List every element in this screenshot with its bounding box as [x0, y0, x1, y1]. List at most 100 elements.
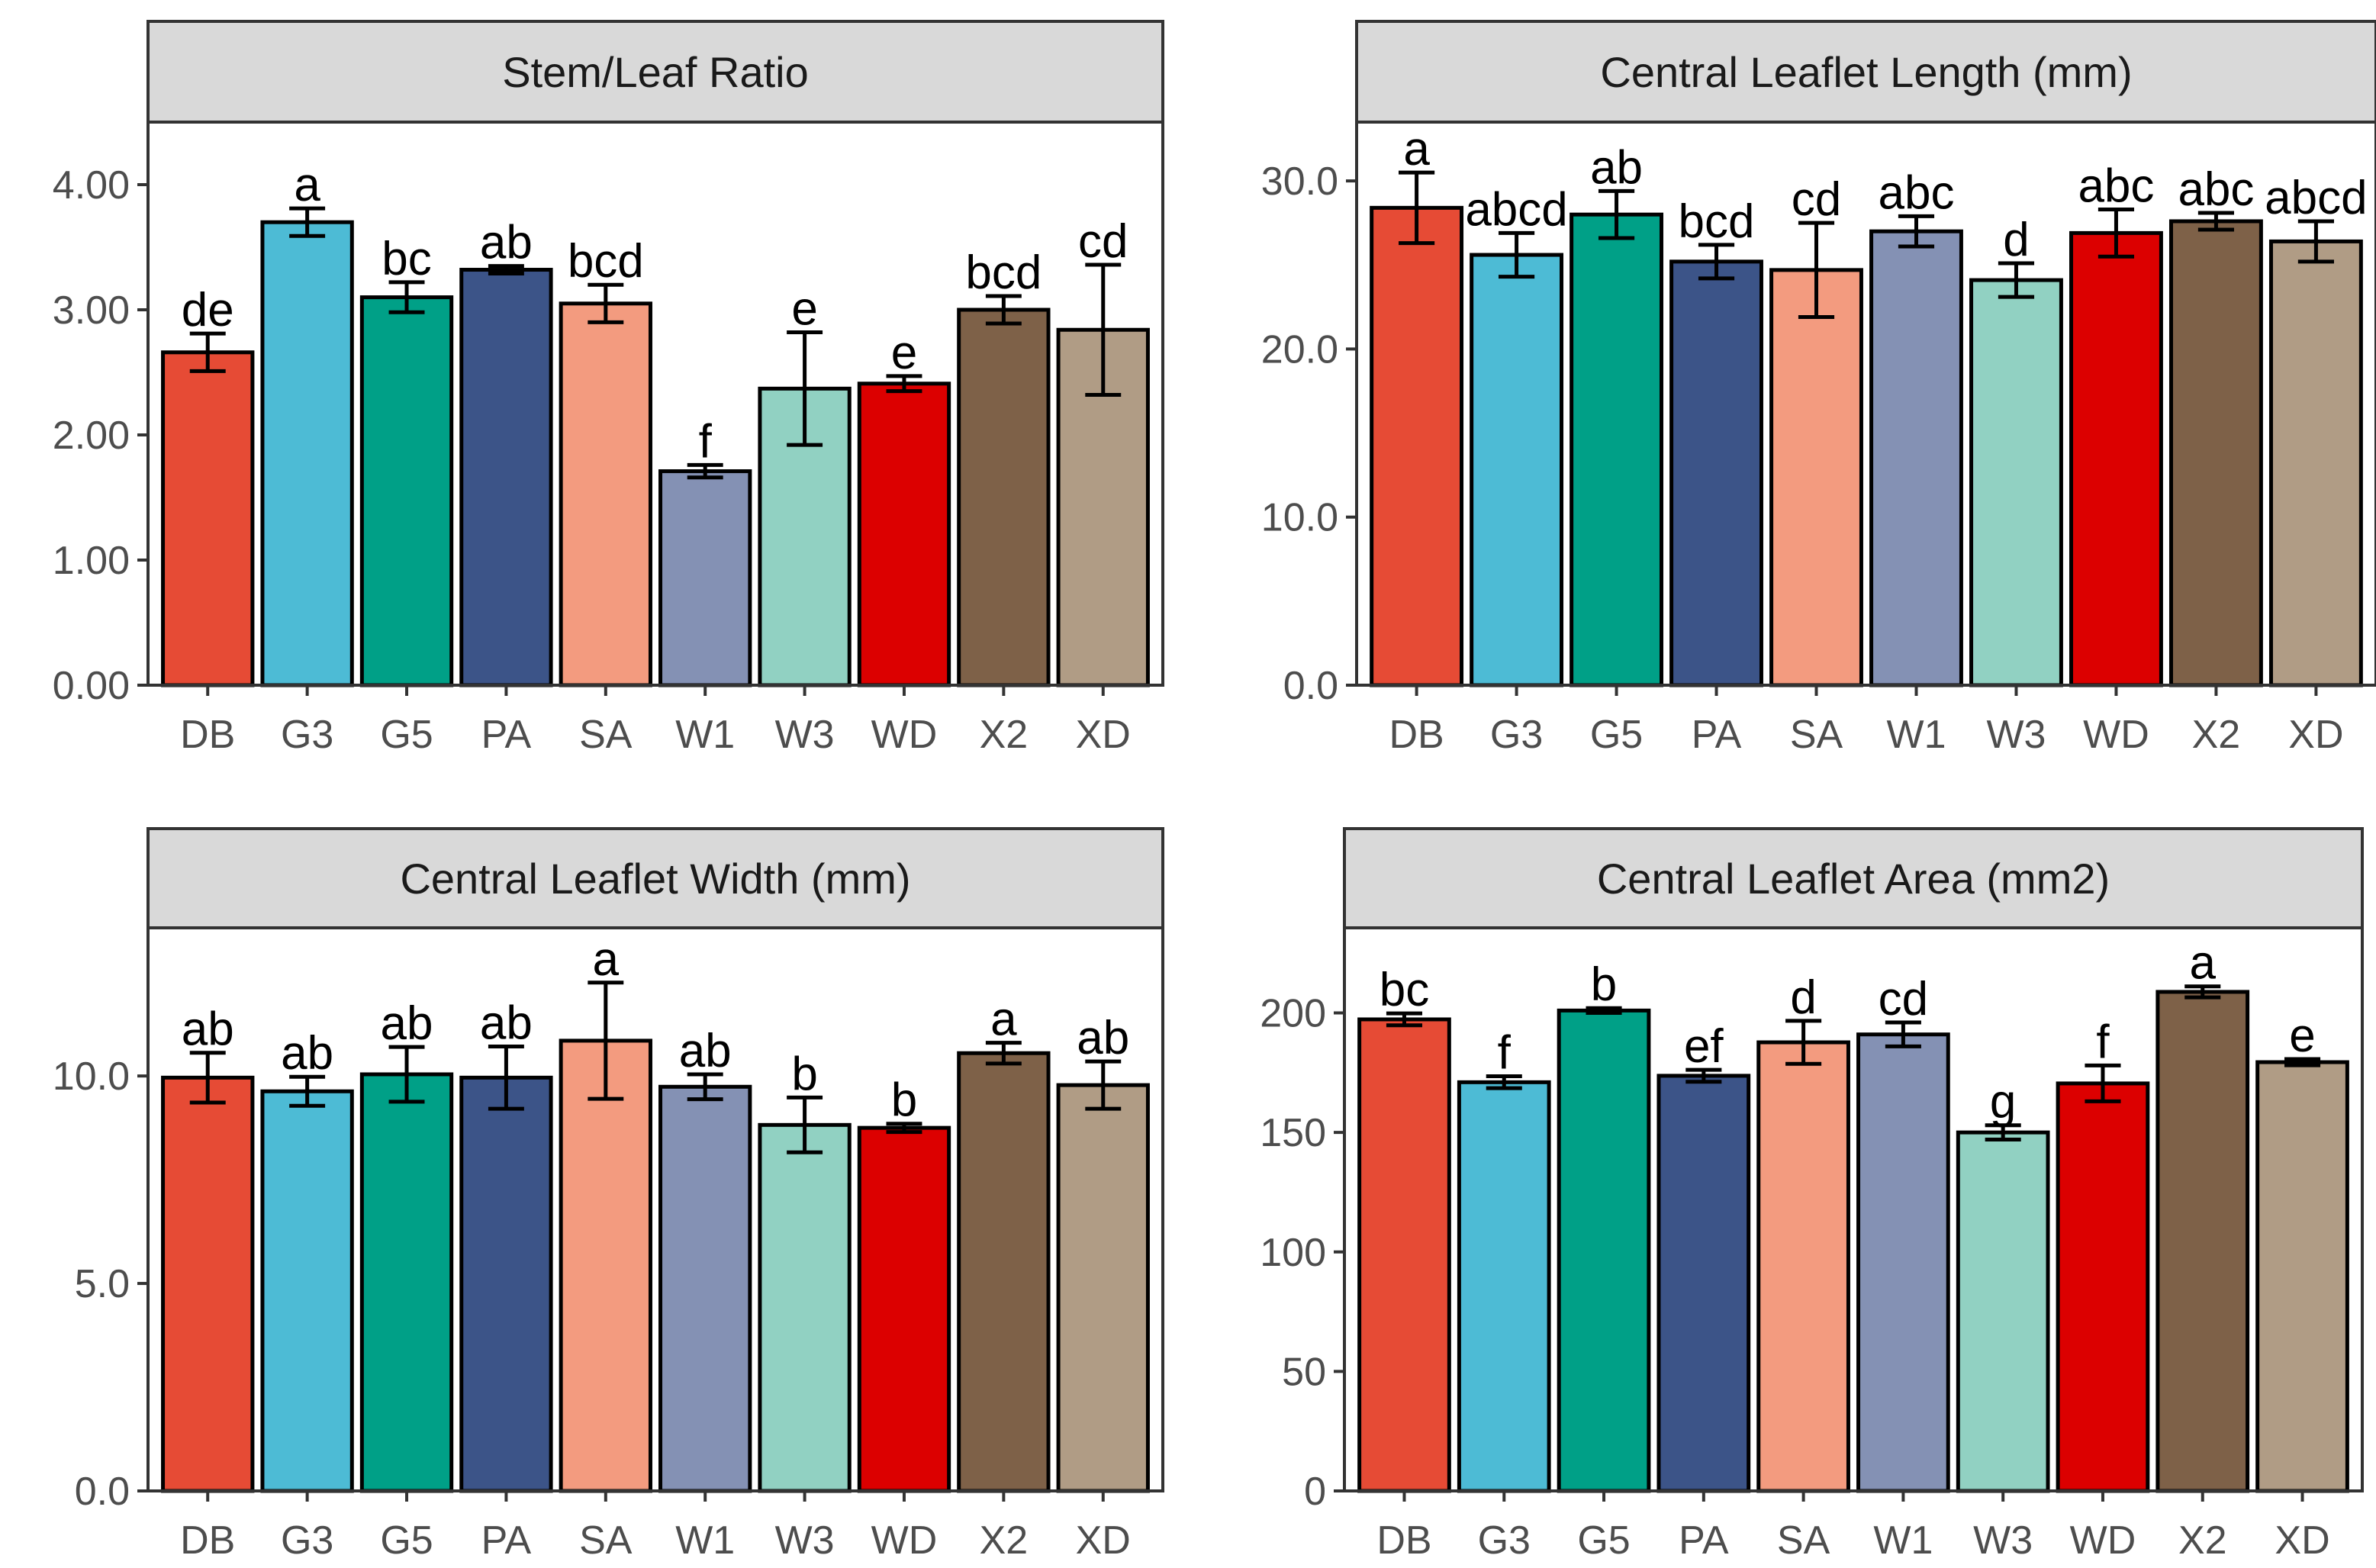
bar-XD: [1056, 1083, 1150, 1493]
error-bar-PA: [488, 1045, 524, 1111]
x-tick-label: W1: [675, 1518, 735, 1563]
error-bar-W1: [687, 462, 723, 480]
x-tick-label: WD: [2083, 713, 2149, 757]
significance-letter: ab: [1077, 1012, 1129, 1064]
error-bar-X2: [985, 294, 1022, 326]
significance-letter: b: [891, 1074, 917, 1127]
bar-G5: [359, 295, 454, 687]
error-bar-G5: [1598, 188, 1635, 240]
x-tick-label: SA: [1790, 713, 1843, 757]
y-tick-label: 200: [1260, 992, 1326, 1036]
x-tick-label: SA: [579, 713, 633, 757]
panel-1: Stem/Leaf Ratio de DB a G3 bc G5 ab PA bcd SA f W1 e W…: [53, 20, 1164, 757]
error-bar-WD: [886, 374, 922, 394]
significance-letter: a: [2190, 937, 2217, 990]
significance-letter: abc: [1879, 166, 1955, 219]
error-bar-WD: [2098, 208, 2135, 259]
x-tick-label: PA: [481, 713, 532, 757]
error-bar-XD: [1085, 262, 1122, 398]
significance-letter: cd: [1879, 973, 1928, 1025]
bar-SA: [1756, 1040, 1850, 1493]
significance-letter: ab: [182, 1003, 234, 1056]
x-tick-label: G5: [380, 713, 433, 757]
bar-XD: [2255, 1060, 2349, 1493]
bar-W1: [658, 469, 752, 687]
x-tick-label: W3: [1973, 1518, 2033, 1563]
significance-letter: d: [1790, 971, 1816, 1024]
x-tick-label: XD: [2275, 1518, 2329, 1563]
bar-XD: [2268, 239, 2363, 687]
bar-PA: [1656, 1074, 1751, 1493]
error-bar-PA: [488, 264, 524, 275]
x-tick-label: XD: [1076, 1518, 1131, 1563]
y-tick-label: 10.0: [1261, 496, 1338, 540]
y-tick-label: 50: [1282, 1350, 1326, 1394]
significance-letter: abc: [2078, 160, 2154, 213]
significance-letter: cd: [1078, 215, 1128, 268]
x-tick-label: X2: [2192, 713, 2241, 757]
significance-letter: abcd: [2265, 172, 2367, 224]
bar-PA: [1669, 259, 1763, 687]
x-tick-label: DB: [1389, 713, 1444, 757]
x-tick-label: G5: [380, 1518, 433, 1563]
x-tick-label: PA: [481, 1518, 532, 1563]
x-tick-label: DB: [180, 713, 235, 757]
x-tick-label: SA: [579, 1518, 633, 1563]
significance-letter: cd: [1792, 173, 1841, 226]
error-bar-PA: [1685, 1067, 1722, 1084]
error-bar-W3: [787, 1095, 823, 1154]
panel-3: Central Leaflet Width (mm)abDBabG3abG5ab…: [53, 827, 1164, 1563]
y-tick-label: 3.00: [53, 288, 130, 333]
y-tick-label: 2.00: [53, 414, 130, 458]
bar-SA: [559, 301, 652, 687]
panel-border: [146, 926, 1164, 1492]
x-tick-label: X2: [2178, 1518, 2227, 1563]
significance-letter: f: [699, 415, 713, 468]
facet-title: Central Leaflet Area (mm2): [1597, 855, 2110, 903]
bar-W1: [1869, 229, 1963, 687]
y-tick-label: 5.0: [75, 1262, 130, 1306]
bar-X2: [2155, 990, 2250, 1493]
error-bar-DB: [1386, 1011, 1423, 1028]
error-bar-DB: [189, 1051, 226, 1105]
error-bar-G3: [289, 206, 326, 238]
bar-G3: [1470, 253, 1564, 687]
significance-letter: ab: [1590, 141, 1643, 194]
error-bar-XD: [2297, 219, 2334, 264]
error-bar-XD: [1085, 1059, 1122, 1111]
significance-letter: g: [1990, 1076, 2016, 1129]
x-tick-label: X2: [980, 1518, 1029, 1563]
x-tick-label: PA: [1679, 1518, 1729, 1563]
bar-DB: [161, 1075, 255, 1493]
bar-SA: [1769, 268, 1863, 687]
significance-letter: a: [1403, 123, 1430, 175]
significance-letter: ab: [679, 1025, 732, 1077]
significance-letter: b: [1591, 958, 1617, 1011]
x-tick-label: WD: [2070, 1518, 2136, 1563]
significance-letter: bcd: [965, 246, 1042, 299]
error-bar-SA: [1785, 1019, 1822, 1066]
x-tick-label: X2: [980, 713, 1029, 757]
bar-PA: [459, 1075, 553, 1493]
error-bar-X2: [985, 1041, 1022, 1066]
bar-W3: [1956, 1130, 2050, 1493]
y-tick-label: 30.0: [1261, 159, 1338, 204]
bar-G5: [1557, 1008, 1651, 1493]
y-tick-label: 100: [1260, 1231, 1326, 1275]
significance-letter: abcd: [1465, 183, 1567, 236]
bar-WD: [857, 382, 951, 687]
error-bar-SA: [1798, 221, 1835, 320]
y-tick-label: 0.00: [53, 664, 130, 708]
x-tick-label: PA: [1692, 713, 1742, 757]
error-bar-W1: [1885, 1020, 1921, 1048]
x-tick-label: W1: [1886, 713, 1946, 757]
significance-letter: ab: [480, 217, 533, 269]
error-bar-G3: [289, 1074, 326, 1108]
y-tick-label: 4.00: [53, 163, 130, 208]
error-bar-W1: [1898, 214, 1935, 249]
facet-title: Stem/Leaf Ratio: [502, 48, 809, 96]
bar-DB: [161, 350, 255, 687]
error-bar-PA: [1698, 243, 1735, 281]
y-tick-label: 0.0: [75, 1470, 130, 1514]
y-tick-label: 150: [1260, 1111, 1326, 1155]
